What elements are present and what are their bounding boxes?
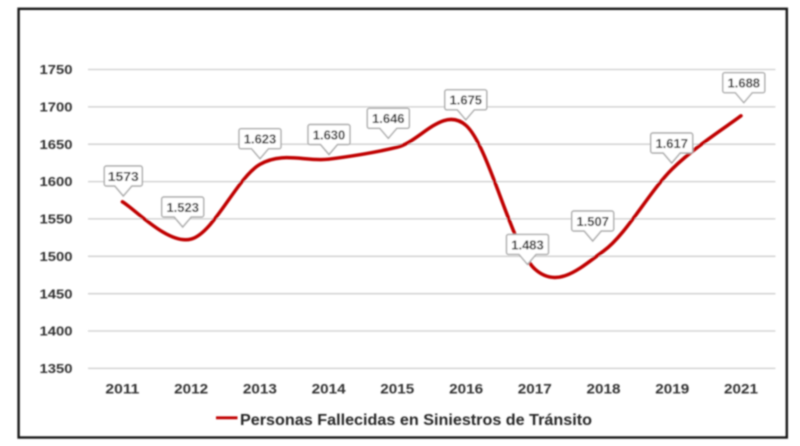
svg-text:1.675: 1.675 <box>450 93 483 108</box>
svg-text:1.483: 1.483 <box>511 237 544 252</box>
svg-text:1600: 1600 <box>40 174 73 189</box>
svg-text:1.507: 1.507 <box>576 214 609 229</box>
svg-text:1.688: 1.688 <box>728 76 761 91</box>
svg-text:1350: 1350 <box>40 361 73 376</box>
svg-text:1.630: 1.630 <box>313 127 346 142</box>
svg-text:2019: 2019 <box>655 381 689 396</box>
svg-text:1500: 1500 <box>40 249 73 264</box>
svg-text:1650: 1650 <box>40 137 73 152</box>
svg-text:1.623: 1.623 <box>244 132 277 147</box>
svg-text:2017: 2017 <box>518 381 552 396</box>
svg-text:1700: 1700 <box>40 100 73 115</box>
svg-text:1750: 1750 <box>40 62 73 77</box>
svg-text:1550: 1550 <box>40 212 73 227</box>
svg-text:2014: 2014 <box>312 381 347 396</box>
svg-text:2016: 2016 <box>449 381 484 396</box>
svg-text:2013: 2013 <box>243 381 278 396</box>
svg-text:Personas Fallecidas en Siniest: Personas Fallecidas en Siniestros de Trá… <box>240 412 592 429</box>
svg-text:1.617: 1.617 <box>655 136 688 151</box>
svg-text:1.646: 1.646 <box>372 111 405 126</box>
svg-text:1.523: 1.523 <box>166 200 199 215</box>
svg-text:1400: 1400 <box>40 324 73 339</box>
svg-text:2018: 2018 <box>587 381 622 396</box>
svg-text:2011: 2011 <box>105 381 140 396</box>
svg-text:2015: 2015 <box>380 381 415 396</box>
svg-text:2021: 2021 <box>724 381 759 396</box>
svg-text:2012: 2012 <box>174 381 208 396</box>
svg-text:1450: 1450 <box>40 286 73 301</box>
svg-text:1573: 1573 <box>108 169 139 184</box>
